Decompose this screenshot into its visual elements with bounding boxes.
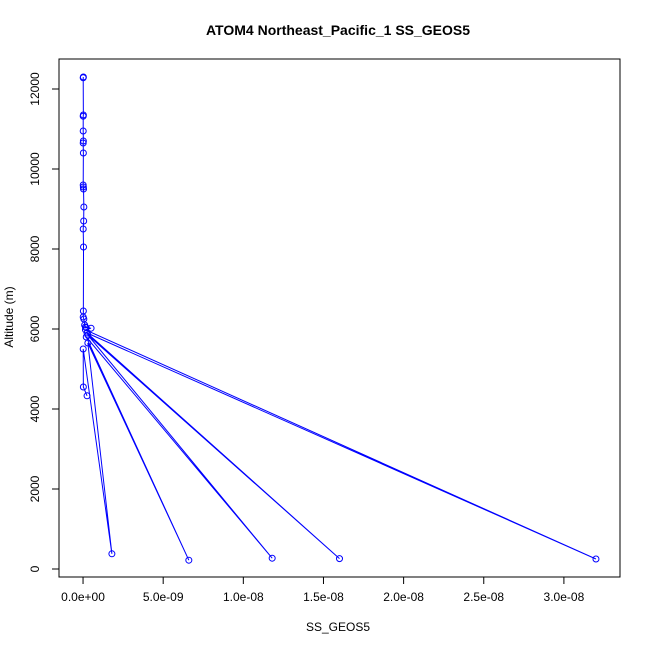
y-tick-label: 10000 — [28, 152, 42, 186]
data-point — [79, 149, 87, 157]
y-tick-label: 2000 — [28, 475, 42, 502]
y-axis: 0 2000 4000 6000 8000 10000 12000 — [28, 72, 60, 572]
data-point — [592, 555, 600, 563]
series-layer — [79, 73, 600, 564]
x-axis-label: SS_GEOS5 — [306, 620, 370, 634]
data-point — [79, 127, 87, 135]
x-axis: 0.0e+00 5.0e-09 1.0e-08 1.5e-08 2.0e-08 2.5e-… — [61, 576, 585, 604]
data-point — [79, 345, 87, 353]
x-tick-label: 1.0e-08 — [223, 590, 264, 604]
data-point — [84, 339, 92, 347]
x-tick-label: 2.0e-08 — [383, 590, 424, 604]
data-point — [79, 74, 87, 82]
x-tick-label: 2.5e-08 — [463, 590, 504, 604]
data-point — [84, 331, 92, 339]
data-point — [80, 185, 88, 193]
y-tick-label: 6000 — [28, 315, 42, 342]
data-point — [80, 203, 88, 211]
y-tick-label: 0 — [28, 565, 42, 572]
chart-title: ATOM4 Northeast_Pacific_1 SS_GEOS5 — [206, 22, 470, 38]
y-tick-label: 4000 — [28, 395, 42, 422]
y-tick-label: 12000 — [28, 72, 42, 106]
data-point — [268, 554, 276, 562]
data-point — [79, 112, 87, 120]
series-line — [82, 76, 597, 561]
data-point — [80, 243, 88, 251]
x-tick-label: 1.5e-08 — [303, 590, 344, 604]
x-tick-label: 0.0e+00 — [61, 590, 105, 604]
y-tick-label: 8000 — [28, 235, 42, 262]
x-tick-label: 3.0e-08 — [544, 590, 585, 604]
plot-frame — [58, 58, 621, 578]
data-point — [79, 139, 87, 147]
data-point — [79, 225, 87, 233]
data-point — [336, 555, 343, 563]
data-point — [185, 556, 193, 564]
y-axis-label: Altitude (m) — [2, 286, 16, 347]
data-point — [108, 550, 116, 558]
x-tick-label: 5.0e-09 — [143, 590, 184, 604]
data-point — [80, 217, 88, 225]
data-point — [83, 392, 91, 400]
data-point — [79, 383, 87, 391]
